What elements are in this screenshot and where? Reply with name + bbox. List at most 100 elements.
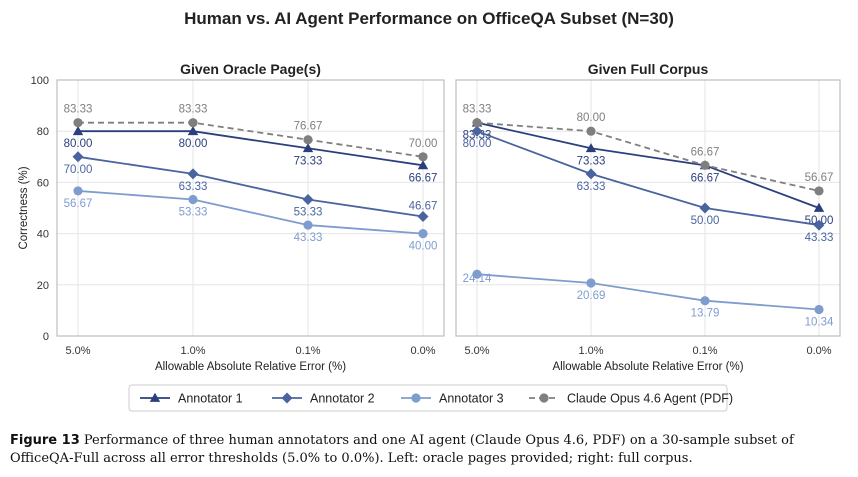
data-point [700,160,710,170]
data-label: 20.69 [577,290,606,302]
y-tick-label: 40 [37,229,49,241]
data-label: 63.33 [179,181,208,193]
plot-frame [455,79,841,337]
data-label: 66.67 [691,146,720,158]
data-point [73,118,83,128]
data-label: 80.00 [179,138,208,150]
panel-title: Given Full Corpus [588,61,709,77]
series-annotator-3: 56.67 53.33 43.33 40.00 [64,186,437,253]
data-point [700,296,710,306]
chart-panel-2: Given Full Corpus 5.0% 1.0% 0.1% 0.0% Allowab… [455,61,841,373]
data-point [586,278,596,288]
data-label: 80.00 [64,138,93,150]
data-label: 13.79 [691,308,720,320]
series-annotator-2: 80.00 63.33 50.00 43.33 [463,125,834,244]
data-point [187,168,199,180]
figure-canvas: Human vs. AI Agent Performance on Office… [18,9,841,412]
panel-title: Given Oracle Page(s) [180,61,321,77]
data-label: 56.67 [64,198,93,210]
figure-title: Human vs. AI Agent Performance on Office… [184,9,674,28]
x-tick-label: 0.1% [692,345,717,357]
legend-marker [281,392,293,404]
legend-marker [411,393,421,403]
series-line [77,155,424,218]
caption-label: Figure 13 [10,433,80,448]
data-point [585,168,597,180]
data-point [417,160,429,170]
x-tick-label: 0.0% [806,345,831,357]
data-point [472,269,482,279]
data-point [303,135,313,145]
data-label: 83.33 [463,104,492,116]
data-point [585,143,597,153]
y-tick-label: 20 [37,280,49,292]
data-point [814,186,824,196]
x-tick-label: 0.1% [295,345,320,357]
legend-entry-claude-opus-4-6-agent-pdf: Claude Opus 4.6 Agent (PDF) [529,392,733,406]
series-line [77,190,424,235]
plot-frame [56,79,445,337]
data-label: 80.00 [577,112,606,124]
data-label: 70.00 [64,164,93,176]
data-label: 73.33 [294,155,323,167]
series-line [476,130,820,226]
x-axis-label: Allowable Absolute Relative Error (%) [155,361,346,373]
legend-label: Annotator 2 [310,392,375,406]
series-annotator-1: 80.00 80.00 73.33 66.67 [64,126,438,184]
data-label: 56.67 [805,172,834,184]
series-claude-opus-4-6-agent-pdf: 83.33 83.33 76.67 70.00 [64,104,438,162]
data-point [814,304,824,315]
series-line [476,121,820,192]
legend-entry-annotator-2: Annotator 2 [272,392,375,406]
data-label: 66.67 [409,172,438,184]
y-tick-label: 100 [31,75,49,87]
series-line [78,121,424,158]
data-point [418,229,428,239]
data-point [813,202,825,212]
series-annotator-3: 24.14 20.69 13.79 10.34 [463,269,834,329]
x-tick-label: 0.0% [410,345,435,357]
legend-entry-annotator-3: Annotator 3 [401,392,504,406]
series-annotator-2: 70.00 63.33 53.33 46.67 [64,151,438,223]
data-label: 63.33 [577,181,606,193]
data-label: 76.67 [294,121,323,133]
y-axis-label: Correctness (%) [18,166,30,249]
legend-marker [539,393,549,403]
data-point [417,211,429,223]
data-label: 46.67 [409,201,438,213]
series-line [476,273,820,311]
data-label: 43.33 [294,232,323,244]
data-label: 53.33 [294,206,323,218]
y-tick-label: 0 [43,331,49,343]
data-point [471,125,483,137]
data-point [303,220,313,230]
data-point [187,126,199,136]
y-tick-label: 80 [37,126,49,138]
figure-caption: Figure 13 Performance of three human ann… [10,432,852,468]
data-label: 53.33 [179,206,208,218]
data-label: 50.00 [691,215,720,227]
chart-panel-1: Given Oracle Page(s) 0 20 40 60 80 100 Correctn… [18,61,445,373]
data-point [72,151,84,163]
y-tick-label: 60 [37,177,49,189]
data-point [73,186,83,196]
data-label: 24.14 [463,273,492,285]
data-label: 43.33 [805,232,834,244]
series-line [476,121,820,209]
data-label: 70.00 [409,138,438,150]
data-point [302,143,314,153]
legend-label: Claude Opus 4.6 Agent (PDF) [567,392,733,406]
data-point [188,118,198,128]
data-label: 83.33 [64,104,93,116]
data-point [586,126,596,136]
x-tick-label: 1.0% [578,345,603,357]
legend-label: Annotator 3 [439,392,504,406]
x-tick-label: 1.0% [180,345,205,357]
data-point [188,194,198,205]
legend-label: Annotator 1 [178,392,243,406]
data-label: 73.33 [577,155,606,167]
data-point [72,126,84,136]
caption-text: Performance of three human annotators an… [10,433,794,466]
data-point [813,219,825,231]
